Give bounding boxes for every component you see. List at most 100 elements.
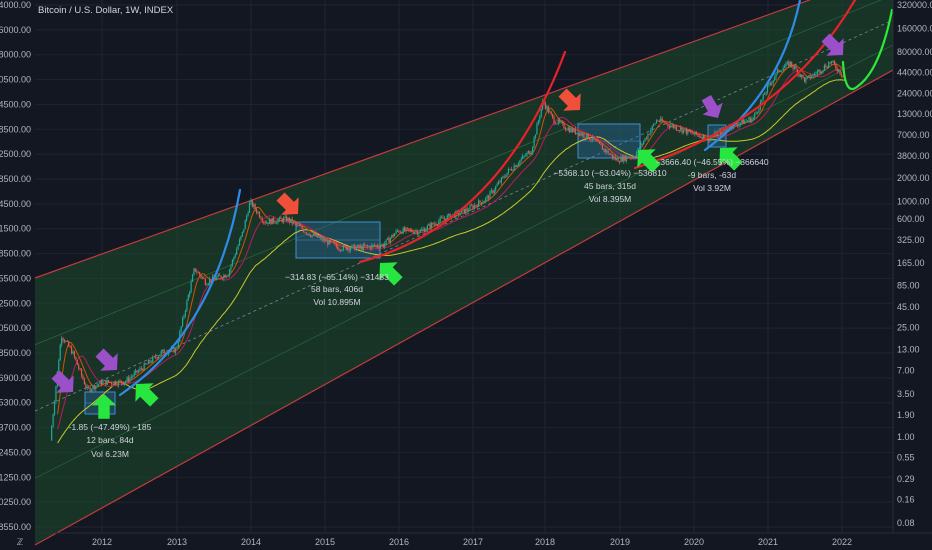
candle-body bbox=[392, 234, 394, 237]
candle-body bbox=[561, 121, 564, 123]
candle-body bbox=[808, 75, 810, 77]
candle-body bbox=[755, 112, 757, 114]
candle-body bbox=[623, 155, 625, 162]
candle-body bbox=[88, 386, 90, 388]
candle-body bbox=[540, 108, 542, 117]
candle-body bbox=[573, 128, 575, 132]
candle-body bbox=[614, 156, 616, 160]
candle-body bbox=[638, 148, 641, 150]
candle-body bbox=[411, 229, 413, 232]
candle-body bbox=[95, 385, 97, 390]
candle-body bbox=[806, 76, 808, 79]
candle-body bbox=[291, 218, 293, 224]
candle-body bbox=[678, 130, 680, 132]
candle-body bbox=[443, 218, 446, 220]
candle-body bbox=[523, 155, 525, 157]
candle-body bbox=[334, 243, 336, 244]
candle-body bbox=[765, 92, 767, 95]
candle-body bbox=[396, 230, 399, 232]
candle-body bbox=[230, 265, 232, 270]
candle-body bbox=[468, 210, 470, 211]
candle-body bbox=[627, 156, 629, 159]
candle-body bbox=[301, 226, 303, 230]
candle-body bbox=[89, 387, 91, 392]
candle-body bbox=[180, 326, 182, 332]
range-note-vol: Vol 10.895M bbox=[313, 297, 360, 307]
candle-body bbox=[140, 368, 142, 370]
candle-body bbox=[108, 380, 110, 383]
candle-body bbox=[490, 190, 493, 192]
right-tick-label: 24000.00 bbox=[897, 88, 932, 98]
candle-body bbox=[55, 386, 57, 403]
candle-body bbox=[840, 74, 843, 76]
candle-body bbox=[438, 221, 440, 225]
candle-body bbox=[157, 356, 160, 359]
left-tick-label: 8550.00 bbox=[0, 522, 31, 532]
candle-body bbox=[674, 126, 676, 128]
left-tick-label: 18500.00 bbox=[0, 348, 31, 358]
candle-body bbox=[758, 109, 760, 112]
candle-body bbox=[731, 128, 733, 130]
candle-body bbox=[429, 224, 431, 229]
candle-body bbox=[748, 117, 750, 121]
left-tick-label: 15300.00 bbox=[0, 398, 31, 408]
candle-body bbox=[510, 168, 512, 171]
right-tick-label: 45.00 bbox=[897, 302, 920, 312]
candle-body bbox=[768, 83, 770, 86]
candle-body bbox=[302, 229, 305, 233]
candle-body bbox=[342, 245, 345, 250]
candle-body bbox=[552, 114, 554, 117]
candle-body bbox=[628, 157, 631, 159]
candle-body bbox=[762, 94, 764, 100]
candle-body bbox=[58, 360, 60, 372]
candle-body bbox=[517, 163, 520, 166]
candle-body bbox=[516, 165, 518, 167]
candle-body bbox=[307, 233, 309, 235]
candle-body bbox=[375, 245, 377, 247]
trend-curves bbox=[118, 0, 894, 397]
candle-body bbox=[682, 129, 685, 133]
candle-body bbox=[672, 124, 675, 128]
candle-body bbox=[448, 213, 450, 216]
candle-body bbox=[553, 116, 555, 124]
candle-body bbox=[472, 205, 474, 209]
candle-body bbox=[833, 60, 835, 65]
candle-body bbox=[263, 221, 265, 223]
channel-fill bbox=[35, 0, 893, 545]
candle-body bbox=[530, 152, 532, 155]
candle-body bbox=[746, 120, 749, 122]
candle-body bbox=[135, 370, 137, 373]
candle-body bbox=[355, 246, 357, 251]
candle-body bbox=[635, 152, 638, 158]
purple-arrow bbox=[821, 33, 844, 56]
candle-body bbox=[283, 217, 285, 222]
candle-body bbox=[791, 61, 793, 67]
candle-body bbox=[436, 224, 438, 226]
candle-body bbox=[544, 103, 547, 109]
candle-body bbox=[593, 136, 595, 140]
candle-body bbox=[779, 71, 781, 72]
candle-body bbox=[513, 165, 515, 171]
candle-body bbox=[554, 123, 557, 125]
candle-body bbox=[250, 200, 252, 203]
candle-body bbox=[189, 291, 191, 296]
candle-body bbox=[133, 372, 135, 376]
candle-body bbox=[401, 231, 403, 234]
candle-body bbox=[426, 225, 428, 230]
left-tick-label: 28500.00 bbox=[0, 249, 31, 259]
candle-body bbox=[532, 146, 534, 153]
candle-body bbox=[815, 73, 817, 75]
candle-body bbox=[384, 243, 386, 247]
candle-body bbox=[647, 134, 649, 139]
candle-body bbox=[248, 202, 251, 213]
candle-body bbox=[72, 351, 74, 354]
candle-body bbox=[187, 295, 189, 301]
candle-body bbox=[681, 127, 683, 133]
right-tick-label: 13.00 bbox=[897, 345, 920, 355]
candle-body bbox=[738, 124, 740, 127]
candle-body bbox=[246, 215, 248, 221]
candle-body bbox=[68, 341, 70, 347]
candle-body bbox=[793, 66, 796, 69]
candle-body bbox=[344, 245, 346, 246]
